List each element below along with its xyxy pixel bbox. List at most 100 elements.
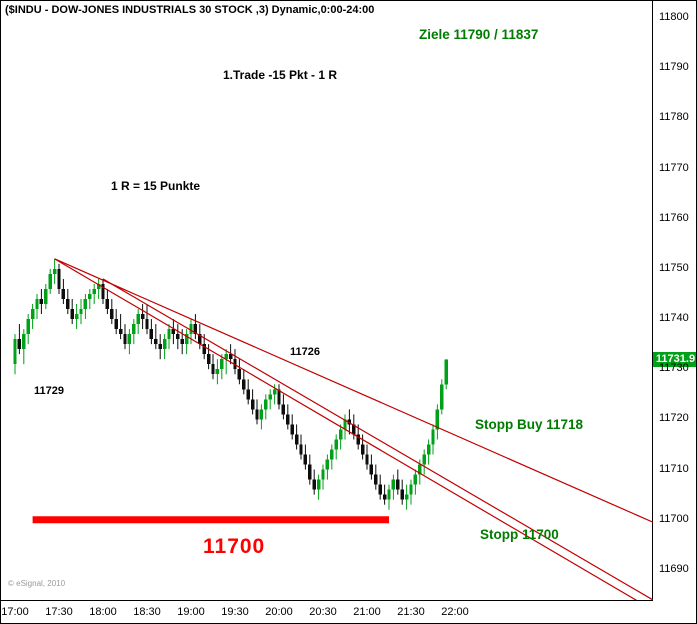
candle-body: [356, 434, 360, 445]
candle-body: [39, 298, 44, 305]
candle-body: [189, 324, 193, 335]
candle-body: [96, 283, 101, 289]
time-axis-label: 18:30: [133, 606, 161, 618]
candle-body: [308, 464, 312, 480]
candle-body: [277, 389, 281, 405]
candle-body: [369, 464, 374, 475]
price-axis-label: 11790: [659, 61, 689, 74]
candle-body: [321, 469, 325, 480]
candle-body: [162, 339, 167, 350]
candlestick-chart[interactable]: [1, 1, 653, 600]
candle-body: [44, 288, 48, 305]
candle-body: [365, 454, 369, 465]
candle-body: [268, 394, 272, 400]
chart-title: ($INDU - DOW-JONES INDUSTRIALS 30 STOCK …: [5, 4, 375, 16]
candle-body: [30, 309, 35, 320]
candle-body: [325, 459, 330, 470]
annotation-stop: Stopp 11700: [480, 527, 559, 542]
trendline[interactable]: [54, 258, 653, 600]
candle-body: [26, 319, 30, 335]
candle-body: [180, 339, 184, 345]
candle-body: [228, 354, 233, 360]
candle-body: [303, 454, 308, 465]
time-axis-label: 20:00: [265, 606, 293, 618]
price-axis-label: 11740: [659, 312, 689, 325]
trendline[interactable]: [102, 278, 653, 600]
time-axis-label: 19:00: [177, 606, 205, 618]
price-axis-label: 11770: [659, 161, 689, 174]
annotation-targets: Ziele 11790 / 11837: [419, 27, 539, 42]
candle-body: [290, 424, 294, 435]
candle-body: [110, 309, 114, 320]
candle-body: [343, 419, 347, 430]
candle-body: [374, 474, 378, 485]
candle-body: [79, 309, 83, 315]
price-axis-label: 11750: [659, 261, 689, 274]
candle-body: [154, 339, 158, 345]
price-axis-label: 11800: [659, 11, 689, 24]
candle-body: [426, 444, 431, 455]
candle-body: [418, 464, 422, 475]
candle-body: [176, 334, 180, 340]
time-axis-label: 21:00: [353, 606, 381, 618]
time-axis-label: 22:00: [441, 606, 469, 618]
time-axis-label: 21:30: [397, 606, 425, 618]
annotation-support-level: 11700: [203, 535, 266, 558]
chart-plot-area[interactable]: ($INDU - DOW-JONES INDUSTRIALS 30 STOCK …: [1, 1, 653, 601]
candle-body: [255, 409, 259, 420]
candle-body: [378, 484, 382, 495]
candle-body: [202, 344, 206, 355]
candle-body: [118, 329, 123, 335]
candle-body: [316, 479, 321, 490]
price-axis-label: 11780: [659, 111, 689, 124]
candle-body: [286, 414, 290, 425]
candle-body: [61, 288, 66, 299]
time-axis-label: 17:00: [1, 606, 29, 618]
candle-body: [206, 354, 211, 365]
candle-body: [382, 494, 387, 500]
candle-body: [422, 454, 426, 465]
time-axis[interactable]: 17:00 17:30 18:00 18:30 19:00 19:30 20:00 20:30…: [1, 601, 653, 623]
price-axis-label: 11760: [659, 211, 689, 224]
candle-body: [167, 329, 171, 340]
candle-body: [312, 479, 316, 490]
price-axis-label: 11720: [659, 412, 689, 425]
last-price-value: 11731.9: [655, 352, 696, 365]
candle-body: [70, 309, 74, 320]
last-price-tag: 11731.9: [653, 351, 696, 367]
candle-body: [334, 439, 338, 450]
candle-body: [391, 479, 396, 490]
candle-body: [17, 339, 22, 350]
candle-body: [242, 379, 246, 390]
candle-body: [347, 419, 352, 425]
candle-body: [250, 399, 255, 410]
candle-body: [404, 494, 409, 500]
candle-body: [57, 268, 61, 289]
candle-body: [35, 298, 39, 310]
candle-body: [360, 444, 365, 455]
candle-body: [299, 444, 303, 455]
candle-body: [396, 479, 400, 490]
candle-body: [149, 329, 154, 340]
candle-body: [48, 273, 52, 289]
price-axis-label: 11690: [659, 562, 689, 575]
candle-body: [220, 359, 224, 370]
candle-body: [88, 293, 92, 299]
trendline[interactable]: [54, 258, 653, 523]
candle-body: [440, 384, 444, 410]
candle-body: [136, 314, 140, 325]
candle-body: [338, 429, 343, 440]
candle-body: [224, 354, 228, 360]
candle-body: [193, 324, 198, 335]
price-axis[interactable]: 11731.9 11800 11790 11780 11770 11760 11750 11…: [653, 1, 696, 601]
candle-body: [352, 424, 356, 435]
candle-body: [264, 399, 268, 410]
candle-body: [184, 334, 189, 345]
time-axis-label: 17:30: [45, 606, 73, 618]
candle-body: [444, 359, 448, 385]
candle-body: [198, 334, 202, 345]
candle-body: [123, 334, 127, 345]
candle-body: [74, 314, 79, 320]
candle-body: [435, 409, 440, 430]
annotation-pivot-high: 11726: [290, 346, 320, 358]
